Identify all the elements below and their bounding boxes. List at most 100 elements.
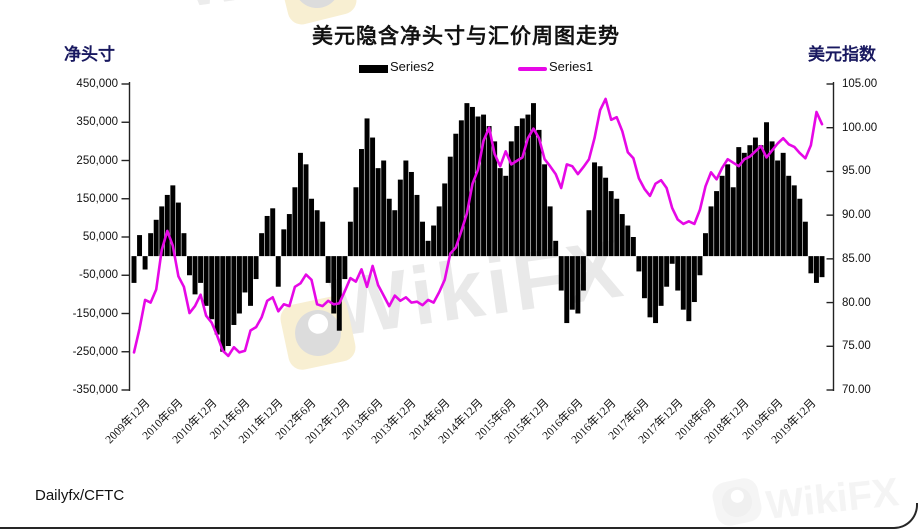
y-tick-label-left: 150,000 xyxy=(76,192,118,205)
net-position-bar xyxy=(253,256,259,280)
net-position-bar xyxy=(580,256,586,291)
net-position-bar xyxy=(664,256,670,287)
net-position-bar xyxy=(592,162,597,257)
net-position-bar xyxy=(691,256,697,303)
net-position-bar xyxy=(420,221,425,257)
net-position-bar xyxy=(769,141,775,257)
net-position-bar xyxy=(336,256,342,331)
net-position-bar xyxy=(220,256,226,352)
net-position-bar xyxy=(775,160,781,257)
net-position-bar xyxy=(492,141,498,257)
net-position-bar xyxy=(503,175,509,257)
net-position-bar xyxy=(714,191,720,257)
chart-title: 美元隐含净头寸与汇价周图走势 xyxy=(312,24,620,48)
net-position-bar xyxy=(697,256,703,276)
right-axis-title: 美元指数 xyxy=(808,45,876,64)
y-tick-label-right: 85.00 xyxy=(842,252,871,265)
net-position-bar xyxy=(164,194,170,257)
net-position-bar xyxy=(386,198,392,257)
net-position-bar xyxy=(703,233,708,257)
net-position-bar xyxy=(225,256,231,347)
net-position-bar xyxy=(553,240,559,257)
net-position-bar xyxy=(275,256,281,287)
net-position-bar xyxy=(547,206,553,257)
net-position-bar xyxy=(259,233,265,257)
net-position-bar xyxy=(708,206,714,257)
net-position-bar xyxy=(603,177,609,257)
net-position-bar xyxy=(764,122,769,257)
net-position-bar xyxy=(142,256,148,270)
net-position-bar xyxy=(370,137,376,257)
net-position-bar xyxy=(148,233,154,257)
net-position-bar xyxy=(408,171,414,257)
net-position-bar xyxy=(170,185,176,257)
y-tick-label-right: 90.00 xyxy=(842,209,871,222)
y-tick-label-left: -350,000 xyxy=(72,384,118,396)
net-position-bar xyxy=(381,160,387,257)
net-position-bar xyxy=(619,214,625,257)
y-tick-label-right: 105.00 xyxy=(842,78,878,90)
net-position-bar xyxy=(791,185,797,257)
net-position-bar xyxy=(786,175,792,257)
y-tick-label-left: 50,000 xyxy=(82,231,118,243)
net-position-bar xyxy=(203,256,209,306)
net-position-bar xyxy=(270,208,276,257)
net-position-bar xyxy=(719,175,725,257)
net-position-bar xyxy=(403,160,409,257)
y-tick-label-right: 100.00 xyxy=(842,121,878,134)
net-position-bar xyxy=(153,219,159,257)
net-position-bar xyxy=(458,120,464,257)
net-position-bar xyxy=(780,152,786,257)
net-position-bar xyxy=(392,210,398,257)
net-position-bar xyxy=(614,198,620,257)
net-position-bar xyxy=(137,235,143,257)
net-position-bar xyxy=(741,152,747,257)
net-position-bar xyxy=(303,164,309,257)
y-tick-label-left: 450,000 xyxy=(76,78,118,90)
net-position-bar xyxy=(286,214,292,257)
net-position-bar xyxy=(364,118,370,257)
y-tick-label-left: -50,000 xyxy=(78,269,118,282)
net-position-bar xyxy=(630,237,636,257)
net-position-bar xyxy=(641,256,647,299)
net-position-bar xyxy=(281,229,287,257)
net-position-bar xyxy=(486,126,492,257)
net-position-bar xyxy=(181,233,187,257)
net-position-bar xyxy=(686,256,692,322)
net-position-bar xyxy=(453,133,459,257)
net-position-bar xyxy=(597,166,603,257)
net-position-bar xyxy=(636,256,642,272)
net-position-bar xyxy=(447,156,453,257)
net-position-bar xyxy=(431,225,437,257)
net-position-bar xyxy=(802,221,808,257)
net-position-bar xyxy=(813,256,819,283)
net-position-bar xyxy=(214,256,220,335)
net-position-bar xyxy=(481,114,487,257)
net-position-bar xyxy=(231,256,237,325)
net-position-bar xyxy=(558,256,564,291)
net-position-bar xyxy=(608,191,614,257)
y-tick-label-left: -250,000 xyxy=(72,345,118,358)
net-position-bar xyxy=(159,206,165,257)
net-position-bar xyxy=(525,114,531,257)
net-position-bar xyxy=(730,187,736,257)
net-position-bar xyxy=(442,183,448,257)
net-position-bar xyxy=(647,256,653,318)
net-position-bar xyxy=(464,103,470,257)
net-position-bar xyxy=(669,256,675,264)
net-position-bar xyxy=(397,179,403,257)
net-position-bar xyxy=(758,145,764,257)
net-position-bar xyxy=(531,103,536,257)
net-position-bar xyxy=(586,210,592,257)
net-position-bar xyxy=(797,198,803,257)
net-position-bar xyxy=(653,256,659,324)
net-position-bar xyxy=(752,137,758,257)
net-position-bar xyxy=(414,194,420,257)
net-position-bar xyxy=(436,206,442,257)
y-tick-label-left: 350,000 xyxy=(76,116,118,129)
net-position-bar xyxy=(575,256,581,314)
left-axis-title: 净头寸 xyxy=(64,45,115,64)
net-position-bar xyxy=(808,256,814,274)
net-position-bar xyxy=(353,187,359,257)
